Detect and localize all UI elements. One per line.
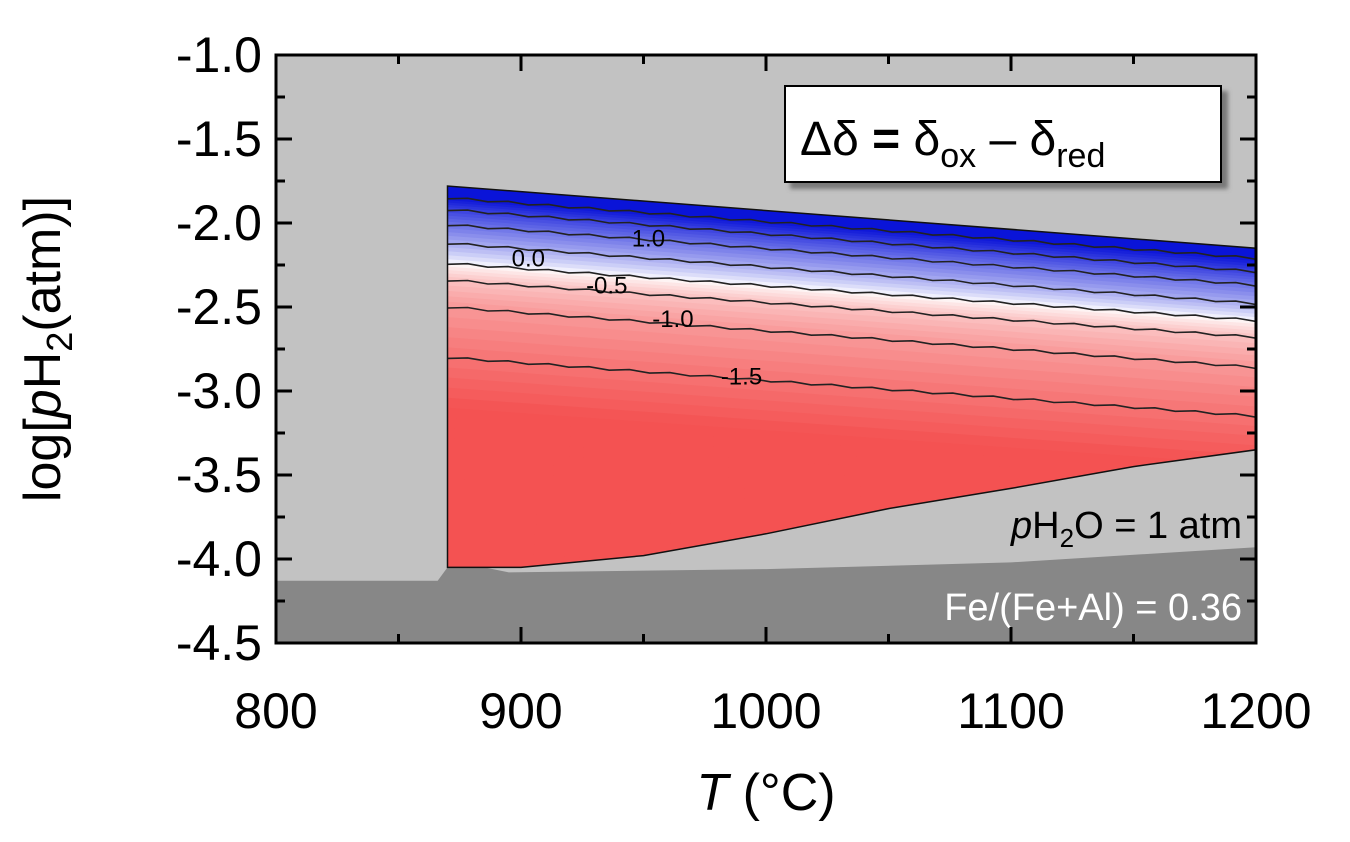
y-tick-label: -4.0 bbox=[176, 531, 262, 587]
x-tick-label: 900 bbox=[479, 683, 562, 739]
y-tick-label: -3.5 bbox=[176, 447, 262, 503]
contour-lines bbox=[447, 197, 1256, 418]
y-axis-title-p: p bbox=[14, 389, 72, 420]
composition-annotation: Fe/(Fe+Al) = 0.36 bbox=[944, 587, 1242, 629]
contour-line bbox=[447, 262, 1256, 323]
y-tick-label: -2.5 bbox=[176, 279, 262, 335]
x-axis-title-unit: (°C) bbox=[728, 764, 835, 822]
y-axis-title-post: (atm)] bbox=[14, 196, 72, 332]
contour-line bbox=[447, 279, 1256, 339]
contour-label: -1.0 bbox=[652, 306, 693, 333]
legend-sub-ox: ox bbox=[940, 137, 976, 175]
contour-line bbox=[447, 209, 1256, 274]
x-tick-label: 1200 bbox=[1200, 683, 1311, 739]
contour-line bbox=[447, 197, 1256, 261]
axis-ticks bbox=[274, 53, 1258, 645]
contour-line bbox=[447, 357, 1256, 418]
y-tick-label: -2.0 bbox=[176, 195, 262, 251]
y-axis-title-sub: 2 bbox=[39, 332, 80, 352]
ph2o-sub: 2 bbox=[1060, 523, 1074, 553]
legend-delta-red: δ bbox=[1030, 113, 1057, 166]
dark-region bbox=[276, 547, 1256, 643]
ph2o-annotation: pH2O = 1 atm bbox=[1010, 505, 1242, 553]
x-tick-label: 1100 bbox=[957, 683, 1065, 739]
legend-delta-ox: δ bbox=[913, 113, 940, 166]
legend-delta: Δδ bbox=[800, 113, 859, 166]
contour-labels: 1.0 0.0 -0.5 -1.0 -1.5 bbox=[512, 226, 763, 391]
y-tick-label: -1.0 bbox=[176, 27, 262, 83]
ph2o-h: H bbox=[1032, 505, 1059, 547]
contour-label: 0.0 bbox=[512, 246, 545, 273]
y-tick-label: -3.0 bbox=[176, 363, 262, 419]
x-tick-label: 800 bbox=[234, 683, 317, 739]
legend-equation: Δδ = δox – δred bbox=[800, 113, 1105, 175]
contour-line bbox=[447, 306, 1256, 370]
ph2o-rest: O = 1 atm bbox=[1074, 505, 1242, 547]
x-tick-labels: 800 900 1000 1100 1200 bbox=[234, 683, 1311, 739]
y-tick-label: -1.5 bbox=[176, 111, 262, 167]
contour-line bbox=[447, 242, 1256, 306]
y-axis-title-pre: log[ bbox=[14, 418, 72, 502]
x-axis-title-symbol: T bbox=[696, 764, 731, 822]
y-tick-label: -4.5 bbox=[176, 615, 262, 671]
legend-box-frame bbox=[784, 85, 1222, 183]
y-axis-title: log[pH2(atm)] bbox=[14, 196, 80, 502]
contour-label: 1.0 bbox=[632, 226, 665, 253]
legend-box: Δδ = δox – δred bbox=[784, 85, 1222, 183]
legend-equals: = bbox=[859, 113, 914, 166]
contour-label: -0.5 bbox=[586, 273, 627, 300]
y-tick-labels: -1.0 -1.5 -2.0 -2.5 -3.0 -3.5 -4.0 -4.5 bbox=[176, 27, 262, 671]
x-axis-title: T (°C) bbox=[696, 764, 835, 822]
region-outline bbox=[446, 185, 1257, 569]
contour-label: -1.5 bbox=[721, 363, 762, 390]
ph2o-p: p bbox=[1010, 505, 1032, 547]
x-tick-label: 1000 bbox=[710, 683, 821, 739]
y-axis-title-h: H bbox=[14, 352, 72, 390]
legend-minus: – bbox=[976, 113, 1029, 166]
contour-line bbox=[447, 224, 1256, 287]
legend-sub-red: red bbox=[1056, 137, 1105, 175]
